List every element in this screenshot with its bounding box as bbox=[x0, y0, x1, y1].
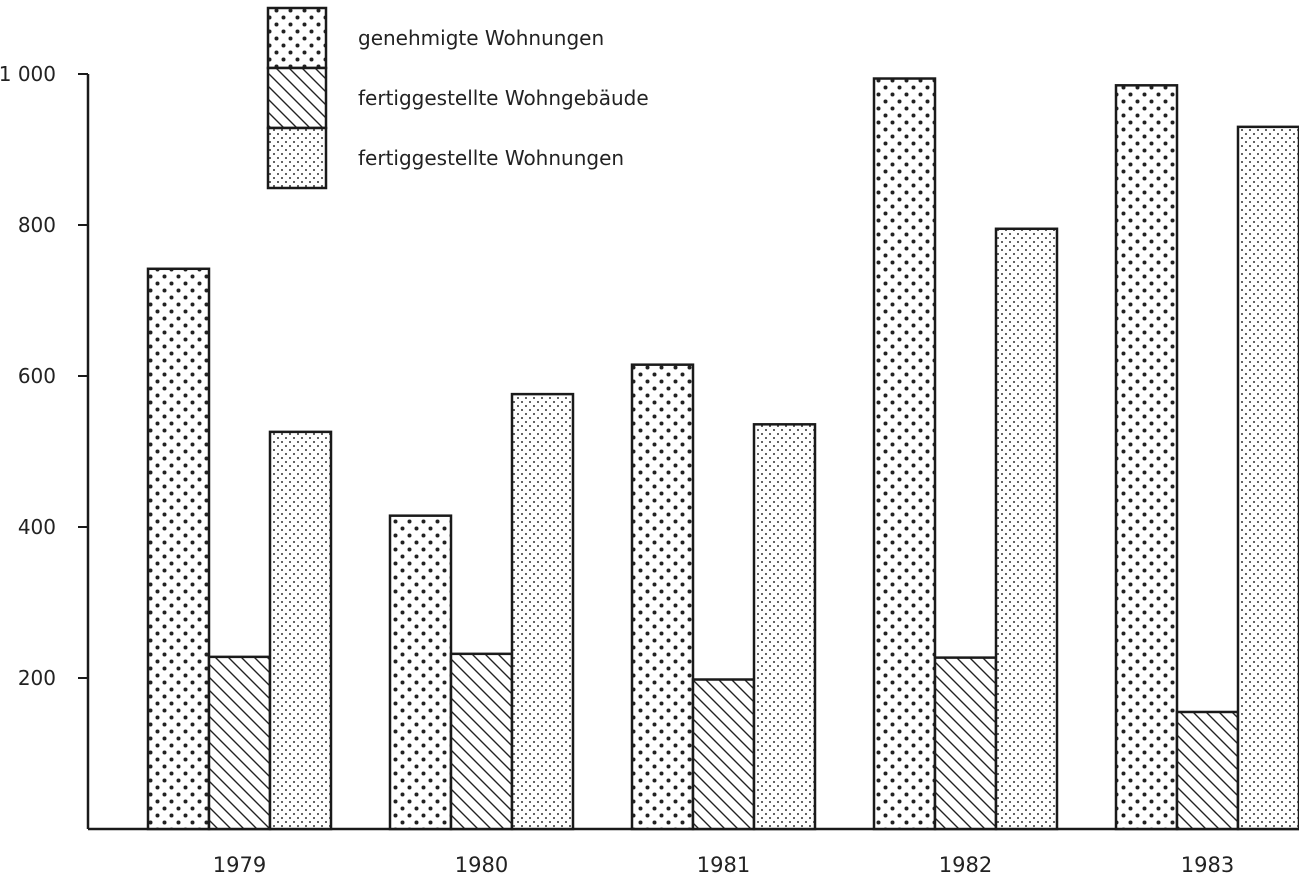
legend-label: fertiggestellte Wohnungen bbox=[358, 146, 624, 170]
bar-1981-series-1 bbox=[630, 363, 695, 831]
y-tick-label: 400 bbox=[18, 515, 56, 539]
legend: genehmigte Wohnungen fertiggestellte Wohn… bbox=[266, 6, 649, 190]
bars bbox=[146, 77, 1299, 831]
y-tick-label: 800 bbox=[18, 213, 56, 237]
bar-1980-series-1 bbox=[388, 514, 453, 831]
bar-1981-series-2 bbox=[691, 678, 756, 831]
bar-1980-series-3 bbox=[510, 392, 575, 831]
y-ticks: 200 400 600 800 1 000 bbox=[0, 62, 88, 690]
legend-label: genehmigte Wohnungen bbox=[358, 26, 604, 50]
category-labels: 1979 1980 1981 1982 1983 bbox=[213, 853, 1234, 877]
bar-1979-series-2 bbox=[207, 655, 272, 831]
legend-swatch bbox=[266, 66, 328, 130]
bar-1979-series-3 bbox=[268, 430, 333, 831]
y-tick-label: 1 000 bbox=[0, 62, 56, 86]
bar-1983-series-3 bbox=[1236, 125, 1299, 831]
legend-label: fertiggestellte Wohngebäude bbox=[358, 86, 649, 110]
bar-1980-series-2 bbox=[449, 652, 514, 831]
bar-1983-series-1 bbox=[1114, 84, 1179, 831]
category-label: 1979 bbox=[213, 853, 266, 877]
bar-1982-series-1 bbox=[872, 77, 937, 831]
category-label: 1983 bbox=[1181, 853, 1234, 877]
legend-swatch bbox=[266, 6, 328, 70]
legend-swatch bbox=[266, 126, 328, 190]
y-tick-label: 200 bbox=[18, 666, 56, 690]
bar-1982-series-3 bbox=[994, 227, 1059, 831]
bar-1982-series-2 bbox=[933, 656, 998, 831]
bar-1981-series-3 bbox=[752, 423, 817, 831]
bar-1983-series-2 bbox=[1175, 710, 1240, 831]
category-label: 1982 bbox=[939, 853, 992, 877]
bar-1979-series-1 bbox=[146, 267, 211, 831]
category-label: 1980 bbox=[455, 853, 508, 877]
y-tick-label: 600 bbox=[18, 364, 56, 388]
category-label: 1981 bbox=[697, 853, 750, 877]
